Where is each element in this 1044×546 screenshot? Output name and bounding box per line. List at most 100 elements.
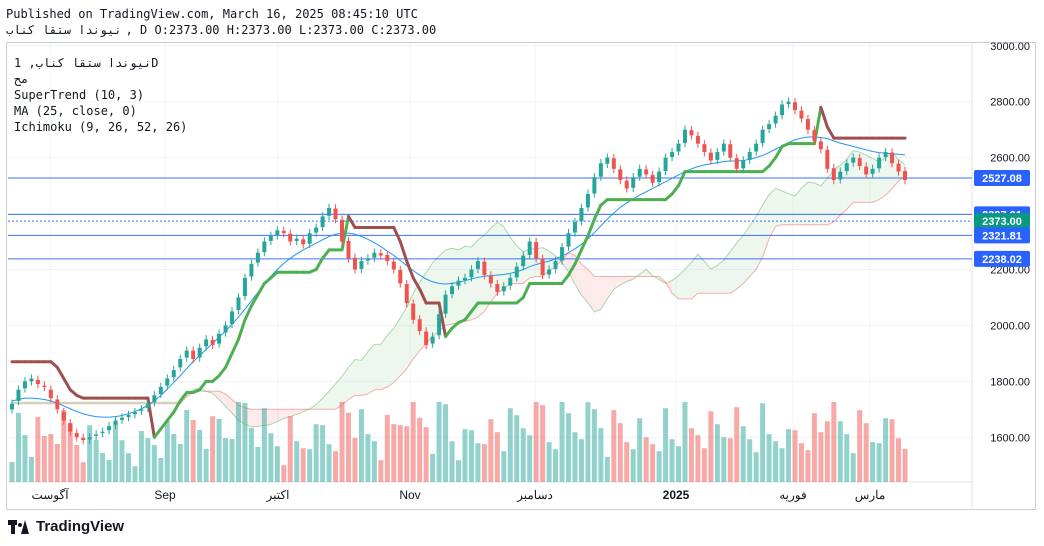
ohlc-line: نیوندا ستقا کناب , D O:2373.00 H:2373.00… xyxy=(6,22,436,38)
candle-body xyxy=(398,270,403,284)
candle-body xyxy=(55,399,60,410)
ichimoku-cloud-segment xyxy=(309,404,317,410)
ichimoku-cloud-segment xyxy=(70,402,77,404)
volume-bar xyxy=(708,411,714,482)
candle-body xyxy=(631,177,636,188)
volume-bar xyxy=(643,437,649,482)
volume-bar xyxy=(721,437,727,482)
y-tick-label: 1800.00 xyxy=(990,376,1030,388)
candle-body xyxy=(553,261,558,269)
candle-body xyxy=(74,433,79,438)
candle-body xyxy=(611,158,616,169)
volume-bar xyxy=(824,421,830,482)
candle-body xyxy=(437,314,442,336)
candle-body xyxy=(475,261,480,269)
volume-bar xyxy=(261,408,267,482)
candle-body xyxy=(754,143,759,152)
ichimoku-cloud-segment xyxy=(277,409,284,422)
volume-bar xyxy=(100,453,106,482)
volume-bar xyxy=(145,438,151,482)
volume-bar xyxy=(656,451,662,482)
volume-bar xyxy=(287,416,293,482)
ichimoku-cloud-segment xyxy=(160,402,168,404)
candle-body xyxy=(29,378,34,382)
volume-bar xyxy=(430,454,436,482)
candle-body xyxy=(805,119,810,130)
supertrend-segment xyxy=(230,337,240,355)
ichimoku-cloud-segment xyxy=(587,269,595,312)
candle-body xyxy=(812,130,817,141)
legend-supertrend[interactable]: SuperTrend (10, 3) xyxy=(14,88,145,102)
chart-frame[interactable] xyxy=(6,42,1036,510)
ichimoku-cloud-segment xyxy=(562,252,569,273)
candle-body xyxy=(314,227,319,233)
volume-bar xyxy=(805,450,811,482)
volume-bar xyxy=(663,408,669,482)
volume-bar xyxy=(307,449,313,482)
legend-ma[interactable]: MA (25, close, 0) xyxy=(14,104,137,118)
candle-body xyxy=(197,347,202,358)
candle-body xyxy=(42,385,47,387)
published-line: Published on TradingView.com, March 16, … xyxy=(6,7,418,21)
candle-body xyxy=(340,219,345,242)
volume-bar xyxy=(779,448,785,482)
candle-body xyxy=(16,389,21,401)
supertrend-segment xyxy=(774,144,784,160)
volume-bar xyxy=(378,460,384,482)
ichimoku-cloud-segment xyxy=(290,409,297,417)
supertrend-segment xyxy=(677,170,687,188)
volume-bar xyxy=(475,443,481,482)
candle-body xyxy=(877,157,882,169)
candle-body xyxy=(702,144,707,153)
volume-bar xyxy=(15,413,21,482)
volume-bar xyxy=(87,425,93,482)
supertrend-segment xyxy=(249,293,260,308)
volume-bar xyxy=(423,427,429,482)
price-label: 2238.02 xyxy=(982,254,1022,266)
ichimoku-cloud-segment xyxy=(37,402,45,404)
candle-body xyxy=(760,129,765,144)
candle-body xyxy=(255,252,260,263)
supertrend-segment xyxy=(198,379,208,392)
supertrend-segment xyxy=(236,318,247,341)
volume-bar xyxy=(371,441,377,482)
symbol-name: نیوندا ستقا کناب xyxy=(6,23,122,37)
legend-ichimoku[interactable]: Ichimoku (9, 26, 52, 26) xyxy=(14,120,188,134)
volume-bar xyxy=(831,402,837,482)
candle-body xyxy=(223,325,228,333)
ichimoku-cloud-segment xyxy=(484,228,491,312)
ichimoku-cloud-segment xyxy=(574,255,582,296)
volume-bar xyxy=(566,413,572,482)
volume-bar xyxy=(714,424,720,482)
volume-bar xyxy=(443,404,449,482)
candle-body xyxy=(191,350,196,359)
price-label-box xyxy=(974,250,1030,267)
ichimoku-cloud-segment xyxy=(115,402,123,404)
volume-bar xyxy=(637,418,643,482)
volume-bar xyxy=(604,456,610,482)
volume-bar xyxy=(203,449,209,482)
candle-body xyxy=(670,152,675,158)
supertrend-segment xyxy=(55,365,66,381)
volume-bar xyxy=(798,443,804,482)
ichimoku-cloud-segment xyxy=(717,259,724,294)
candle-body xyxy=(217,333,222,344)
candle-body xyxy=(152,395,157,403)
volume-bar xyxy=(352,437,358,482)
y-tick-label: 2000.00 xyxy=(990,320,1030,332)
legend-symbol[interactable]: نیوندا ستقا کناب, 1D xyxy=(14,56,159,70)
tradingview-brand[interactable]: TradingView xyxy=(8,518,124,535)
price-label-box xyxy=(974,227,1030,244)
candle-body xyxy=(48,389,53,399)
candle-body xyxy=(741,160,746,169)
candle-body xyxy=(68,423,73,432)
ichimoku-cloud-segment xyxy=(342,367,349,406)
candle-body xyxy=(385,254,390,262)
volume-bar xyxy=(863,423,869,482)
supertrend-segment xyxy=(444,326,454,339)
volume-bar xyxy=(740,426,746,482)
candle-body xyxy=(799,110,804,119)
candle-body xyxy=(818,141,823,150)
ichimoku-cloud-segment xyxy=(225,393,233,414)
